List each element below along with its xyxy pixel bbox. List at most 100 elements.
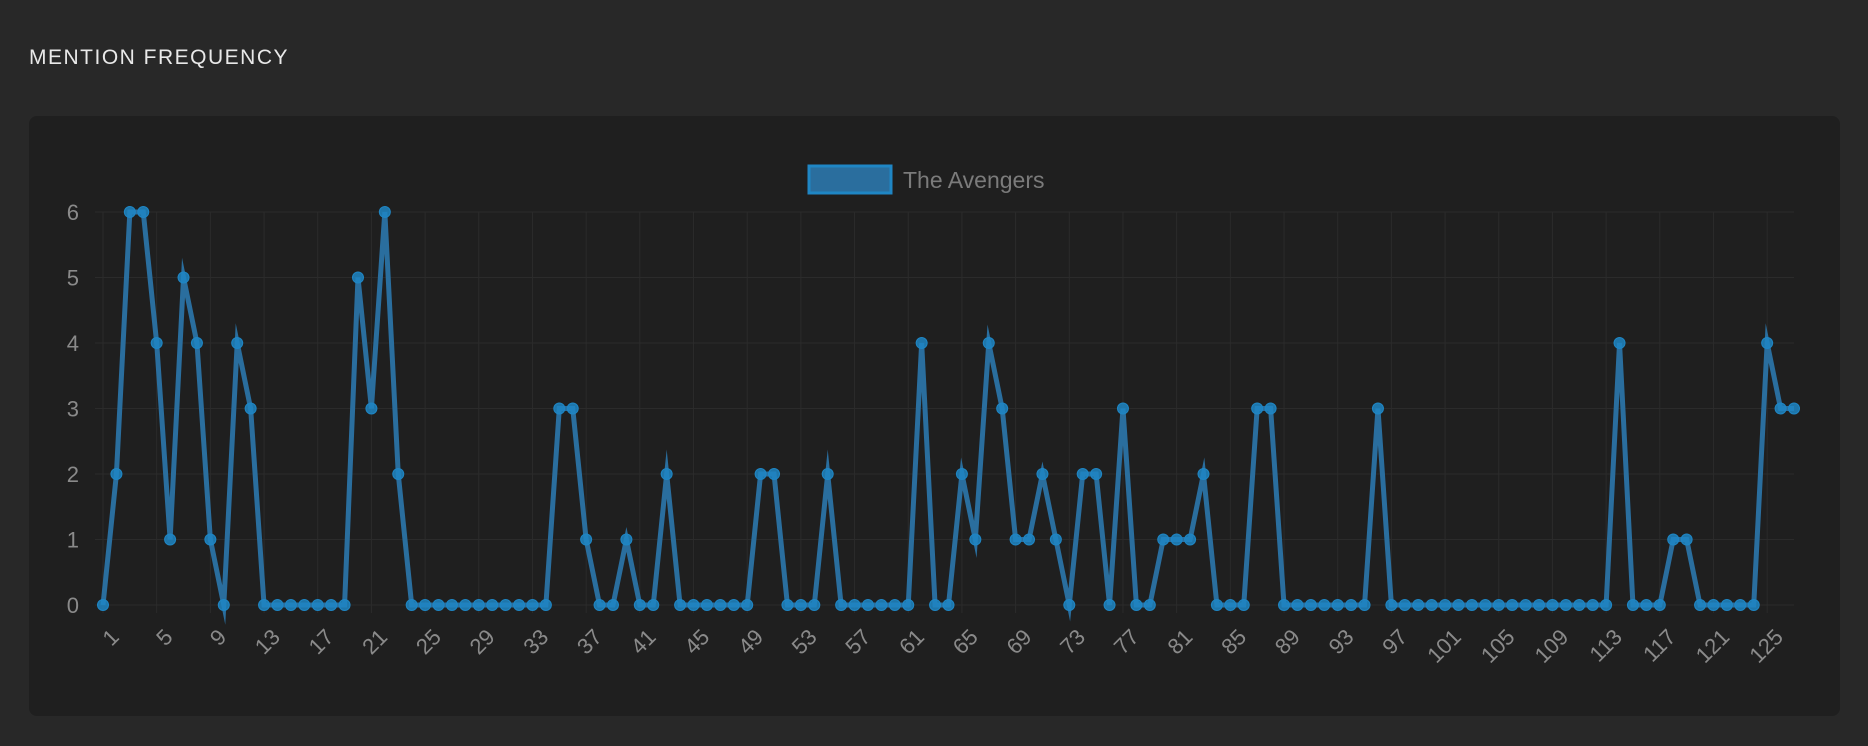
data-point: [566, 402, 579, 415]
data-point: [1640, 599, 1653, 611]
data-point: [875, 599, 888, 611]
data-point: [888, 599, 901, 611]
data-point: [217, 599, 230, 611]
x-tick-label: 125: [1744, 624, 1788, 668]
data-point: [419, 599, 432, 611]
data-point: [1707, 599, 1720, 611]
data-point: [365, 402, 378, 415]
data-point: [794, 599, 807, 611]
data-point: [445, 599, 458, 611]
x-tick-label: 33: [518, 624, 553, 659]
data-point: [526, 599, 539, 611]
data-point: [848, 599, 861, 611]
data-point: [915, 337, 928, 349]
y-tick-label: 0: [67, 593, 79, 618]
data-point: [1184, 533, 1197, 546]
data-point: [499, 599, 512, 611]
data-point: [1734, 599, 1747, 611]
data-point: [687, 599, 700, 611]
x-tick-label: 29: [465, 624, 500, 659]
data-point: [1720, 599, 1733, 611]
data-point: [808, 599, 821, 611]
x-tick-label: 117: [1638, 624, 1680, 666]
x-tick-label: 61: [894, 624, 929, 659]
data-point: [1224, 599, 1237, 611]
data-point: [727, 599, 740, 611]
data-point: [1667, 533, 1680, 546]
data-point: [539, 599, 552, 611]
data-point: [902, 599, 915, 611]
data-point: [580, 533, 593, 546]
data-point: [1157, 533, 1170, 546]
x-tick-label: 17: [304, 624, 339, 659]
x-tick-label: 21: [357, 624, 392, 659]
data-point: [781, 599, 794, 611]
data-point: [1439, 599, 1452, 611]
data-point: [271, 599, 284, 611]
data-point: [325, 599, 338, 611]
y-tick-label: 2: [67, 462, 79, 487]
data-point: [1291, 599, 1304, 611]
x-tick-label: 37: [572, 624, 607, 659]
data-point: [1452, 599, 1465, 611]
data-point: [1479, 599, 1492, 611]
data-point: [472, 599, 485, 611]
data-point: [633, 599, 646, 611]
x-tick-label: 45: [679, 624, 714, 659]
x-tick-label: 97: [1377, 624, 1412, 659]
data-point: [969, 533, 982, 546]
data-point: [204, 533, 217, 546]
x-tick-label: 105: [1476, 624, 1520, 668]
x-tick-label: 5: [151, 624, 177, 650]
data-point: [1546, 599, 1559, 611]
x-tick-label: 109: [1530, 624, 1574, 668]
data-point: [137, 206, 150, 218]
data-point: [1304, 599, 1317, 611]
data-point: [714, 599, 727, 611]
data-point: [861, 599, 874, 611]
data-point: [1116, 402, 1129, 415]
data-point: [351, 271, 364, 284]
data-point: [513, 599, 526, 611]
data-point: [1788, 402, 1800, 415]
y-tick-label: 1: [67, 528, 79, 553]
data-point: [1063, 599, 1076, 611]
data-point: [821, 468, 834, 480]
x-tick-label: 113: [1584, 624, 1626, 666]
data-point: [620, 533, 633, 546]
data-point: [1009, 533, 1022, 546]
data-point: [123, 206, 136, 218]
data-point: [1492, 599, 1505, 611]
data-point: [1626, 599, 1639, 611]
data-point: [996, 402, 1009, 415]
x-tick-label: 49: [733, 624, 768, 659]
data-point: [1747, 599, 1760, 611]
data-point: [1519, 599, 1532, 611]
data-point: [1694, 599, 1707, 611]
data-point: [768, 468, 781, 480]
y-tick-label: 6: [67, 200, 79, 225]
data-point: [378, 206, 391, 218]
data-point: [835, 599, 848, 611]
data-point: [754, 468, 767, 480]
data-point: [177, 271, 190, 284]
data-point: [1573, 599, 1586, 611]
x-tick-label: 57: [840, 624, 875, 659]
x-tick-label: 25: [411, 624, 446, 659]
data-point: [1197, 468, 1210, 480]
y-tick-label: 4: [67, 331, 79, 356]
data-point: [700, 599, 713, 611]
data-point: [1358, 599, 1371, 611]
data-point: [929, 599, 942, 611]
data-point: [1425, 599, 1438, 611]
data-point: [405, 599, 418, 611]
data-point: [1506, 599, 1519, 611]
data-point: [1143, 599, 1156, 611]
data-point: [1371, 402, 1384, 415]
legend-swatch: [807, 164, 893, 195]
data-point: [553, 402, 566, 415]
x-tick-label: 1: [98, 624, 124, 650]
data-point: [1385, 599, 1398, 611]
x-tick-label: 85: [1216, 624, 1251, 659]
data-point: [1559, 599, 1572, 611]
